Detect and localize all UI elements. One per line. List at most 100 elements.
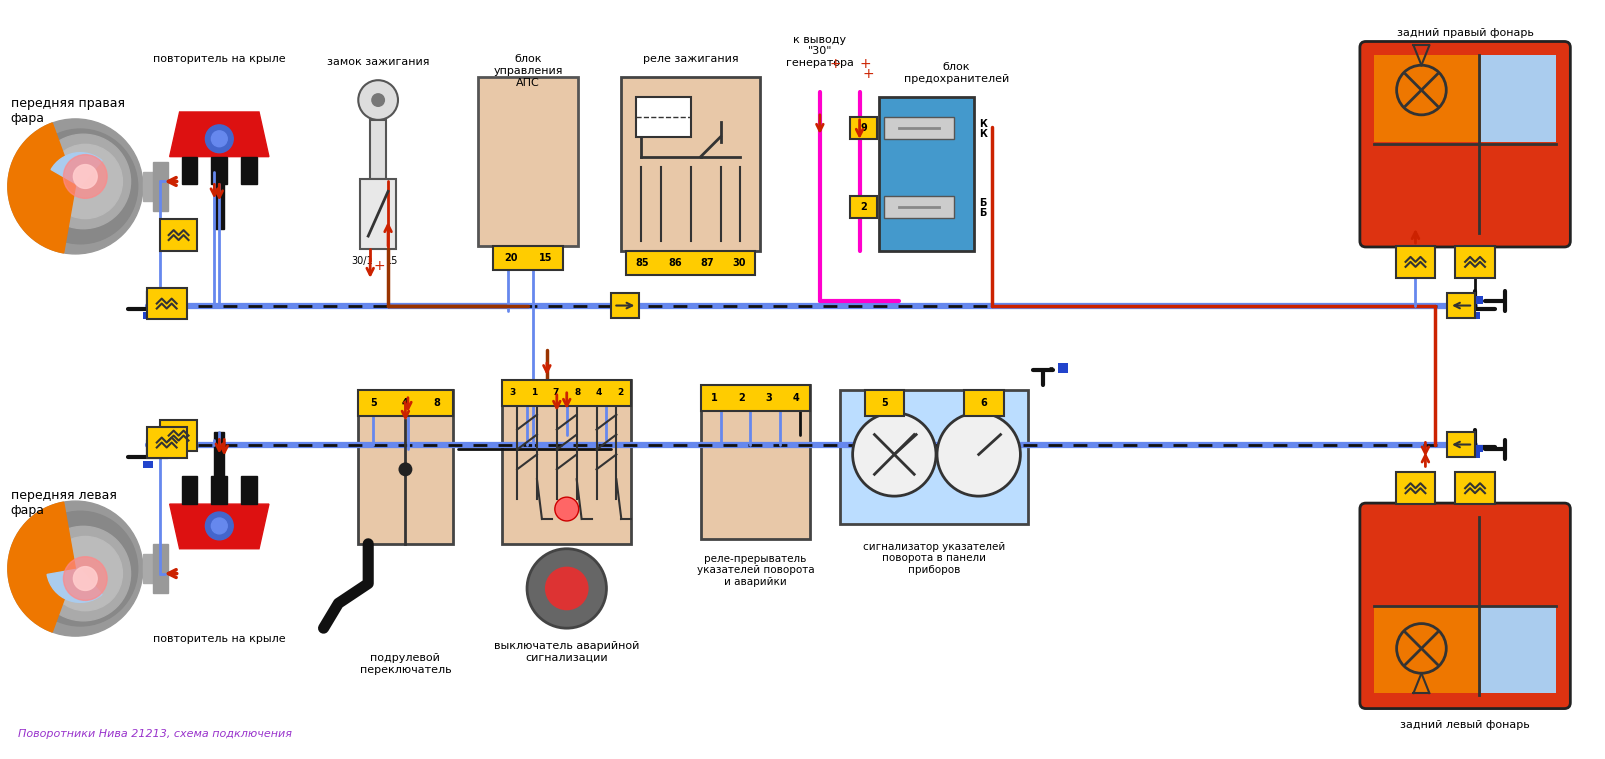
Text: 8: 8 xyxy=(433,398,440,408)
Bar xyxy=(159,219,197,251)
Circle shape xyxy=(398,462,412,477)
Text: 8: 8 xyxy=(575,389,581,398)
Text: 1: 1 xyxy=(531,389,538,398)
Circle shape xyxy=(35,134,130,228)
Bar xyxy=(146,427,186,458)
Circle shape xyxy=(8,119,143,254)
Text: +: + xyxy=(372,259,385,272)
Polygon shape xyxy=(170,112,268,156)
Text: 15: 15 xyxy=(385,256,398,266)
Text: +: + xyxy=(859,58,870,71)
Bar xyxy=(849,117,876,139)
Text: 87: 87 xyxy=(700,258,713,268)
Bar xyxy=(884,197,953,218)
Text: передняя левая
фара: передняя левая фара xyxy=(11,490,117,517)
Text: подрулевой
переключатель: подрулевой переключатель xyxy=(360,653,451,675)
Text: повторитель на крыле: повторитель на крыле xyxy=(152,55,286,65)
Circle shape xyxy=(212,131,226,146)
Text: 4: 4 xyxy=(595,389,602,398)
Bar xyxy=(143,172,165,201)
Bar xyxy=(1372,606,1481,693)
Bar xyxy=(143,461,152,468)
Circle shape xyxy=(852,413,936,496)
Text: повторитель на крыле: повторитель на крыле xyxy=(152,634,286,644)
Text: передняя правая
фара: передняя правая фара xyxy=(11,97,125,125)
FancyBboxPatch shape xyxy=(1359,503,1570,709)
Bar xyxy=(1395,246,1435,278)
Bar xyxy=(884,117,953,139)
Text: 86: 86 xyxy=(668,258,681,268)
Wedge shape xyxy=(47,568,103,603)
Text: блок
управления
АПС: блок управления АПС xyxy=(493,55,562,87)
Text: 9: 9 xyxy=(860,123,867,133)
Circle shape xyxy=(358,80,398,120)
Circle shape xyxy=(74,165,98,188)
Bar xyxy=(1395,472,1435,504)
Circle shape xyxy=(64,556,108,600)
Bar xyxy=(880,97,973,251)
Polygon shape xyxy=(170,504,268,549)
Circle shape xyxy=(74,567,98,591)
Wedge shape xyxy=(51,153,103,187)
Circle shape xyxy=(64,155,108,198)
Bar xyxy=(213,432,225,477)
Circle shape xyxy=(212,518,226,534)
Bar xyxy=(700,385,809,539)
Bar xyxy=(863,390,904,416)
Circle shape xyxy=(205,125,233,153)
Circle shape xyxy=(554,497,578,521)
Bar xyxy=(181,156,197,184)
Circle shape xyxy=(936,413,1019,496)
Bar xyxy=(143,554,165,584)
Text: реле зажигания: реле зажигания xyxy=(642,55,738,65)
Bar xyxy=(1372,55,1481,143)
Text: к выводу
"30"
генератора: к выводу "30" генератора xyxy=(785,35,854,68)
Text: Б: Б xyxy=(977,208,985,219)
Bar xyxy=(839,390,1027,524)
Text: 7: 7 xyxy=(552,389,559,398)
Circle shape xyxy=(48,537,122,611)
Bar xyxy=(1469,313,1480,320)
Text: 5: 5 xyxy=(881,398,888,408)
Text: К: К xyxy=(977,119,985,129)
Bar xyxy=(502,380,631,406)
Bar xyxy=(1469,452,1480,458)
Text: 6: 6 xyxy=(979,398,987,408)
Bar xyxy=(849,197,876,218)
Text: 4: 4 xyxy=(793,393,799,403)
Circle shape xyxy=(371,93,385,107)
Bar xyxy=(241,156,257,184)
Bar xyxy=(152,543,167,594)
Circle shape xyxy=(544,567,587,610)
Bar xyxy=(212,156,226,184)
Bar xyxy=(963,390,1003,416)
Text: сигнализатор указателей
поворота в панели
приборов: сигнализатор указателей поворота в панел… xyxy=(862,542,1005,575)
Bar xyxy=(612,293,639,319)
Text: Поворотники Нива 21213, схема подключения: Поворотники Нива 21213, схема подключени… xyxy=(18,729,292,739)
Text: 20: 20 xyxy=(504,253,517,263)
Bar xyxy=(621,77,759,251)
Bar xyxy=(1480,55,1555,143)
Text: выключатель аварийной
сигнализации: выключатель аварийной сигнализации xyxy=(494,641,639,663)
Bar xyxy=(371,120,385,179)
Text: 4: 4 xyxy=(401,398,409,408)
Text: задний правый фонарь: задний правый фонарь xyxy=(1396,27,1533,38)
Wedge shape xyxy=(8,502,75,632)
Circle shape xyxy=(22,512,138,626)
Bar xyxy=(493,246,562,269)
Bar xyxy=(1446,293,1473,319)
Bar xyxy=(159,420,197,452)
Circle shape xyxy=(35,526,130,621)
Bar xyxy=(502,380,631,543)
Text: 30: 30 xyxy=(732,258,745,268)
Text: 2: 2 xyxy=(738,393,745,403)
Text: задний левый фонарь: задний левый фонарь xyxy=(1400,720,1530,730)
Bar xyxy=(181,477,197,504)
Text: 15: 15 xyxy=(538,253,552,263)
Bar xyxy=(626,251,754,275)
FancyBboxPatch shape xyxy=(1359,42,1570,247)
Bar xyxy=(1454,246,1494,278)
Text: 2: 2 xyxy=(616,389,623,398)
Bar xyxy=(146,288,186,320)
Text: блок
предохранителей: блок предохранителей xyxy=(904,62,1008,84)
